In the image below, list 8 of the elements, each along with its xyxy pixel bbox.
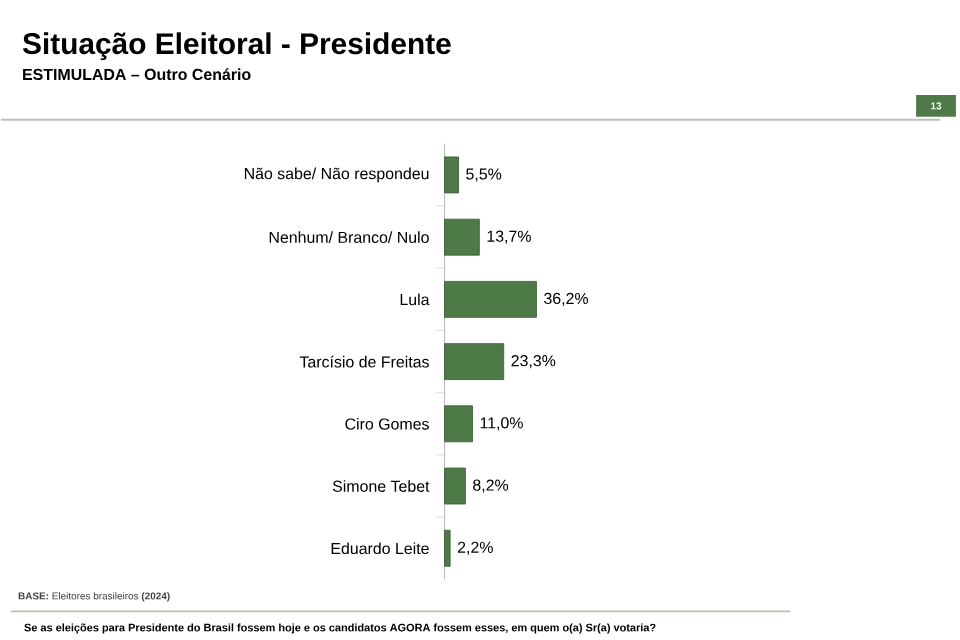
bar	[444, 218, 480, 256]
bar	[444, 529, 451, 567]
bar	[444, 343, 505, 380]
bar	[444, 467, 466, 505]
bar	[444, 156, 459, 194]
chart-title: Situação Eleitoral - Presidente	[22, 32, 451, 61]
bar	[444, 280, 537, 318]
bar	[444, 405, 473, 443]
